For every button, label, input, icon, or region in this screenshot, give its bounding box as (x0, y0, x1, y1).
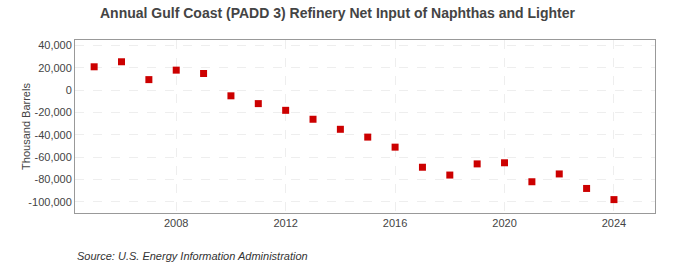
svg-text:-20,000: -20,000 (34, 106, 71, 118)
svg-text:-60,000: -60,000 (34, 151, 71, 163)
svg-text:2020: 2020 (492, 217, 516, 229)
svg-text:2008: 2008 (164, 217, 188, 229)
svg-text:2024: 2024 (602, 217, 626, 229)
svg-text:-80,000: -80,000 (34, 173, 71, 185)
svg-text:Source: U.S. Energy Informatio: Source: U.S. Energy Information Administ… (77, 250, 308, 262)
svg-text:2012: 2012 (273, 217, 297, 229)
svg-text:0: 0 (66, 84, 72, 96)
svg-text:2016: 2016 (383, 217, 407, 229)
svg-text:20,000: 20,000 (38, 62, 72, 74)
svg-text:-40,000: -40,000 (34, 129, 71, 141)
svg-text:Annual Gulf Coast (PADD 3) Ref: Annual Gulf Coast (PADD 3) Refinery Net … (100, 5, 576, 21)
svg-text:Thousand Barrels: Thousand Barrels (20, 83, 32, 170)
svg-text:-100,000: -100,000 (28, 196, 71, 208)
svg-text:40,000: 40,000 (38, 39, 72, 51)
